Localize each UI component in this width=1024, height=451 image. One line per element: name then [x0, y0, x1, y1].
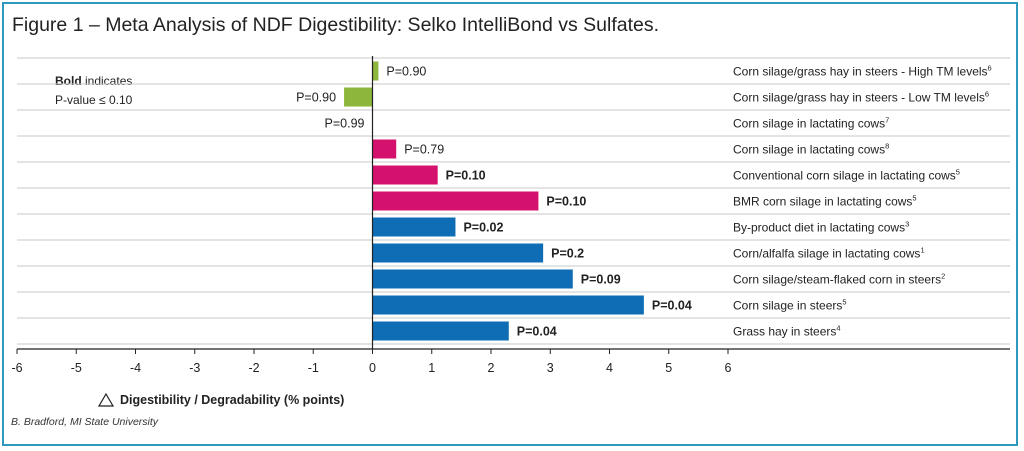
p-value-label: P=0.10 [446, 169, 486, 183]
x-tick-label: 4 [606, 361, 613, 375]
category-footnote-marker: 8 [885, 142, 889, 151]
category-label-text: Conventional corn silage in lactating co… [733, 169, 956, 183]
category-footnote-marker: 3 [905, 220, 909, 229]
category-label-text: Corn silage/steam-flaked corn in steers [733, 273, 941, 287]
category-label-text: BMR corn silage in lactating cows [733, 195, 912, 209]
category-label: Corn silage in lactating cows8 [733, 142, 889, 157]
p-value-label: P=0.90 [386, 65, 426, 79]
category-footnote-marker: 5 [912, 194, 916, 203]
bar [372, 61, 379, 81]
figure-frame [2, 2, 1018, 446]
bar [344, 87, 373, 107]
bar [372, 295, 644, 315]
x-tick-label: -6 [11, 361, 22, 375]
category-footnote-marker: 5 [956, 168, 960, 177]
category-footnote-marker: 2 [941, 272, 945, 281]
category-label-text: By-product diet in lactating cows [733, 221, 905, 235]
legend-note-line2: P-value ≤ 0.10 [55, 93, 133, 107]
bar [372, 139, 397, 159]
category-label: Corn silage/grass hay in steers - Low TM… [733, 90, 989, 105]
x-tick-label: 6 [725, 361, 732, 375]
x-tick-label: -1 [308, 361, 319, 375]
category-label: Corn silage/steam-flaked corn in steers2 [733, 272, 945, 287]
category-label-text: Corn silage in lactating cows [733, 117, 885, 131]
category-label-text: Corn silage in lactating cows [733, 143, 885, 157]
x-tick-label: 2 [488, 361, 495, 375]
category-label: Corn silage in lactating cows7 [733, 116, 889, 131]
category-label: By-product diet in lactating cows3 [733, 220, 909, 235]
x-tick-label: -2 [248, 361, 259, 375]
bar [372, 191, 539, 211]
category-footnote-marker: 1 [920, 246, 924, 255]
x-tick-label: 3 [547, 361, 554, 375]
bar [372, 165, 438, 185]
x-tick-label: 1 [428, 361, 435, 375]
p-value-label: P=0.2 [551, 247, 584, 261]
category-label: Corn/alfalfa silage in lactating cows1 [733, 246, 925, 261]
p-value-label: P=0.99 [325, 117, 365, 131]
category-label-text: Grass hay in steers [733, 325, 836, 339]
source-credit: B. Bradford, MI State University [11, 416, 159, 428]
x-tick-label: 0 [369, 361, 376, 375]
p-value-label: P=0.04 [652, 299, 692, 313]
p-value-label: P=0.09 [581, 273, 621, 287]
bar [372, 217, 456, 237]
category-label: Conventional corn silage in lactating co… [733, 168, 960, 183]
category-label: BMR corn silage in lactating cows5 [733, 194, 917, 209]
p-value-label: P=0.04 [517, 325, 557, 339]
bar [372, 269, 573, 289]
bar [372, 243, 544, 263]
bar [372, 321, 509, 341]
category-label: Corn silage in steers5 [733, 298, 847, 313]
category-label-text: Corn/alfalfa silage in lactating cows [733, 247, 920, 261]
x-axis-label-text: Digestibility / Degradability (% points) [120, 393, 345, 407]
p-value-label: P=0.90 [296, 91, 336, 105]
x-tick-label: -3 [189, 361, 200, 375]
category-footnote-marker: 6 [985, 90, 989, 99]
category-label-text: Corn silage in steers [733, 299, 842, 313]
category-label: Grass hay in steers4 [733, 324, 841, 339]
category-label-text: Corn silage/grass hay in steers - High T… [733, 65, 988, 79]
category-label: Corn silage/grass hay in steers - High T… [733, 64, 992, 79]
p-value-label: P=0.02 [463, 221, 503, 235]
x-tick-label: -4 [130, 361, 141, 375]
p-value-label: P=0.10 [546, 195, 586, 209]
page-title: Figure 1 – Meta Analysis of NDF Digestib… [12, 14, 660, 36]
x-tick-label: -5 [71, 361, 82, 375]
category-footnote-marker: 6 [988, 64, 992, 73]
category-footnote-marker: 4 [836, 324, 840, 333]
p-value-label: P=0.79 [404, 143, 444, 157]
category-footnote-marker: 7 [885, 116, 889, 125]
category-footnote-marker: 5 [842, 298, 846, 307]
x-axis-label: Digestibility / Degradability (% points) [98, 393, 344, 407]
x-tick-label: 5 [665, 361, 672, 375]
category-label-text: Corn silage/grass hay in steers - Low TM… [733, 91, 985, 105]
delta-triangle-icon [98, 393, 114, 407]
